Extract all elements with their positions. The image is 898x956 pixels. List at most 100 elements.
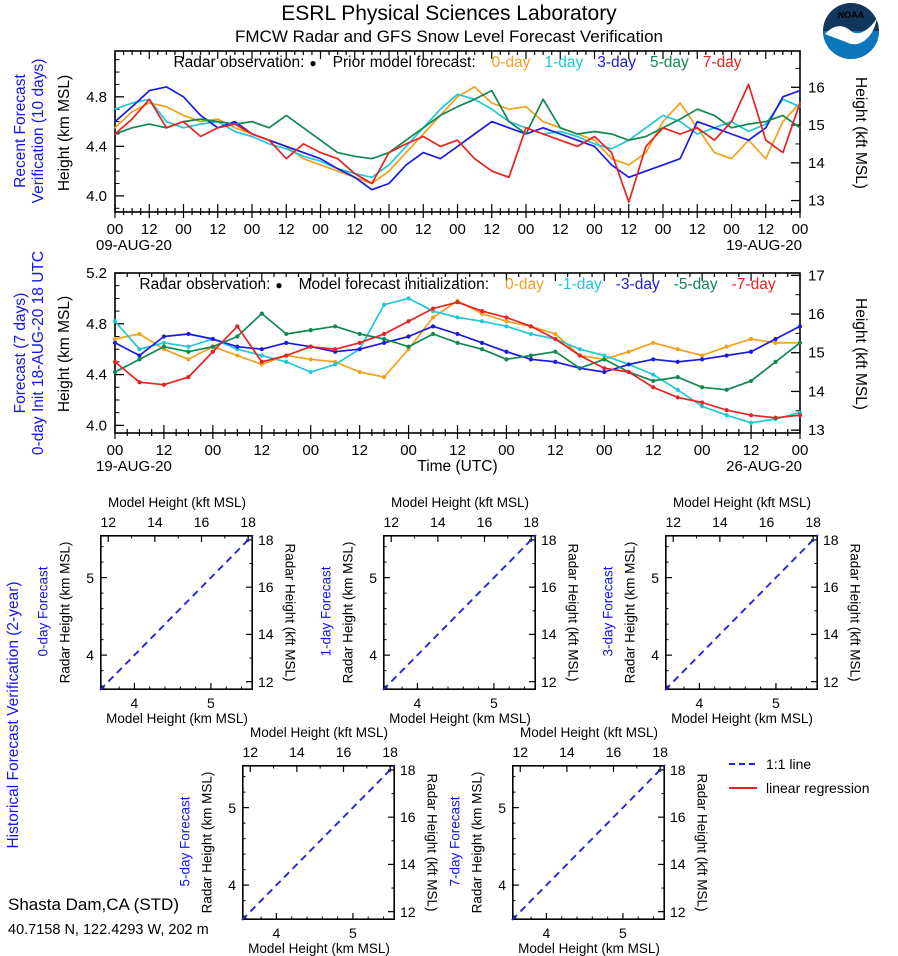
legend-entry-3-day: 3-day xyxy=(597,54,636,71)
left-tick-4: 4 xyxy=(86,647,94,664)
top-tick-14: 14 xyxy=(559,744,575,760)
panel-title-7-day: 7-day Forecast xyxy=(447,796,463,887)
svg-text:4.4: 4.4 xyxy=(86,138,107,155)
legend-entry-0-day: 0-day xyxy=(505,276,544,293)
radar-km-axis-label: Radar Height (km MSL) xyxy=(469,771,485,914)
svg-text:00: 00 xyxy=(107,221,124,238)
bottom-tick-4: 4 xyxy=(695,695,704,711)
svg-text:00: 00 xyxy=(312,221,329,238)
svg-text:00: 00 xyxy=(518,221,535,238)
legend-row-regression: linear regression xyxy=(728,776,870,800)
legend-row-one-to-one: 1:1 line xyxy=(728,752,870,776)
right-tick-16: 16 xyxy=(258,579,274,596)
model-km-axis-label: Model Height (km MSL) xyxy=(106,711,248,726)
forecast-chart-side-label: Forecast (7 days) 0-day Init 18-AUG-20 1… xyxy=(12,223,48,483)
svg-text:15: 15 xyxy=(808,117,825,134)
bottom-tick-4: 4 xyxy=(130,695,139,711)
svg-text:12: 12 xyxy=(757,221,774,238)
svg-text:12: 12 xyxy=(743,442,760,459)
left-tick-5: 5 xyxy=(86,569,94,586)
svg-text:00: 00 xyxy=(655,221,672,238)
svg-text:12: 12 xyxy=(552,221,569,238)
radar-km-axis-label: Radar Height (km MSL) xyxy=(199,771,215,914)
svg-text:12: 12 xyxy=(645,442,662,459)
one-to-one-line xyxy=(664,534,819,691)
series-0-day xyxy=(114,86,801,185)
right-tick-14: 14 xyxy=(823,626,839,643)
model-km-axis-label: Model Height (km MSL) xyxy=(248,941,390,956)
recent-axis-date-right: 19-AUG-20 xyxy=(726,237,802,254)
scatter-panel-7-day: Model Height (kft MSL) 12 14 16 18 4 5 Model He… xyxy=(448,725,710,956)
right-tick-14: 14 xyxy=(541,626,557,643)
svg-text:13: 13 xyxy=(808,422,825,439)
left-tick-4: 4 xyxy=(651,647,659,664)
svg-text:14: 14 xyxy=(808,383,825,400)
bottom-tick-4: 4 xyxy=(413,695,422,711)
recent-chart-legend: Radar observation: ● Prior model forecast… xyxy=(115,54,800,72)
svg-text:17: 17 xyxy=(808,267,825,284)
svg-text:00: 00 xyxy=(205,442,222,459)
top-tick-12: 12 xyxy=(383,514,400,530)
top-tick-18: 18 xyxy=(805,514,821,530)
svg-text:00: 00 xyxy=(107,442,124,459)
radar-kft-axis-label: Radar Height (kft MSL) xyxy=(847,543,863,682)
svg-text:12: 12 xyxy=(449,442,466,459)
svg-text:12: 12 xyxy=(351,442,368,459)
one-to-one-line xyxy=(99,534,254,691)
svg-text:00: 00 xyxy=(586,221,603,238)
svg-text:12: 12 xyxy=(253,442,270,459)
recent-axis-date-left: 09-AUG-20 xyxy=(96,237,172,254)
forecast-chart-canvas: 00 12 00 12 00 12 00 12 00 12 00 12 00 12 004.04.44.85… xyxy=(86,265,825,459)
top-tick-12: 12 xyxy=(100,514,117,530)
svg-text:14: 14 xyxy=(808,155,825,172)
svg-text:4.8: 4.8 xyxy=(86,89,107,106)
bottom-tick-5: 5 xyxy=(349,925,357,941)
right-tick-16: 16 xyxy=(400,809,416,826)
forecast-chart-legend: Radar observation: ● Model forecast initi… xyxy=(115,276,800,294)
station-name: Shasta Dam,CA (STD) xyxy=(8,895,179,914)
right-tick-18: 18 xyxy=(400,761,416,778)
svg-text:15: 15 xyxy=(808,345,825,362)
top-tick-16: 16 xyxy=(335,744,352,760)
one-to-one-line xyxy=(511,764,666,921)
svg-text:12: 12 xyxy=(415,221,432,238)
radar-obs-marker-icon: ● xyxy=(275,278,283,292)
svg-text:12: 12 xyxy=(156,442,173,459)
top-tick-16: 16 xyxy=(605,744,622,760)
svg-text:12: 12 xyxy=(483,221,500,238)
panel-title-0-day: 0-day Forecast xyxy=(35,566,51,657)
bottom-tick-5: 5 xyxy=(490,695,498,711)
svg-text:12: 12 xyxy=(346,221,363,238)
top-tick-14: 14 xyxy=(430,514,446,530)
right-tick-18: 18 xyxy=(258,531,274,548)
right-tick-14: 14 xyxy=(400,856,416,873)
svg-text:12: 12 xyxy=(547,442,564,459)
top-tick-18: 18 xyxy=(652,744,668,760)
top-tick-12: 12 xyxy=(665,514,682,530)
legend-entries: 0-day 1-day 3-day 5-day 7-day xyxy=(492,54,742,72)
bottom-tick-4: 4 xyxy=(272,925,281,941)
model-km-axis-label: Model Height (km MSL) xyxy=(671,711,813,726)
svg-text:12: 12 xyxy=(141,221,158,238)
right-tick-12: 12 xyxy=(541,673,557,690)
svg-text:00: 00 xyxy=(449,221,466,238)
right-tick-16: 16 xyxy=(823,579,839,596)
noaa-logo: NOAA xyxy=(823,3,879,59)
legend-entry-m7-day: -7-day xyxy=(731,276,776,293)
left-tick-4: 4 xyxy=(498,877,506,894)
svg-text:00: 00 xyxy=(302,442,319,459)
forecast-y-axis-label-right: Height (kft MSL) xyxy=(852,298,869,410)
radar-obs-marker-icon: ● xyxy=(309,56,317,70)
svg-text:12: 12 xyxy=(278,221,295,238)
svg-text:00: 00 xyxy=(400,442,417,459)
scatter-panel-0-day: Model Height (kft MSL) 12 14 16 18 4 5 Model He… xyxy=(36,495,298,726)
left-tick-4: 4 xyxy=(228,877,236,894)
side-label-line1: Forecast (7 days) xyxy=(12,292,29,414)
bottom-tick-4: 4 xyxy=(542,925,551,941)
panel-title-1-day: 1-day Forecast xyxy=(318,566,334,657)
model-init-label: Model forecast initialization: xyxy=(298,276,490,293)
legend-entry-m5-day: -5-day xyxy=(673,276,718,293)
one-to-one-line xyxy=(382,534,537,691)
series-3-day xyxy=(114,86,801,191)
